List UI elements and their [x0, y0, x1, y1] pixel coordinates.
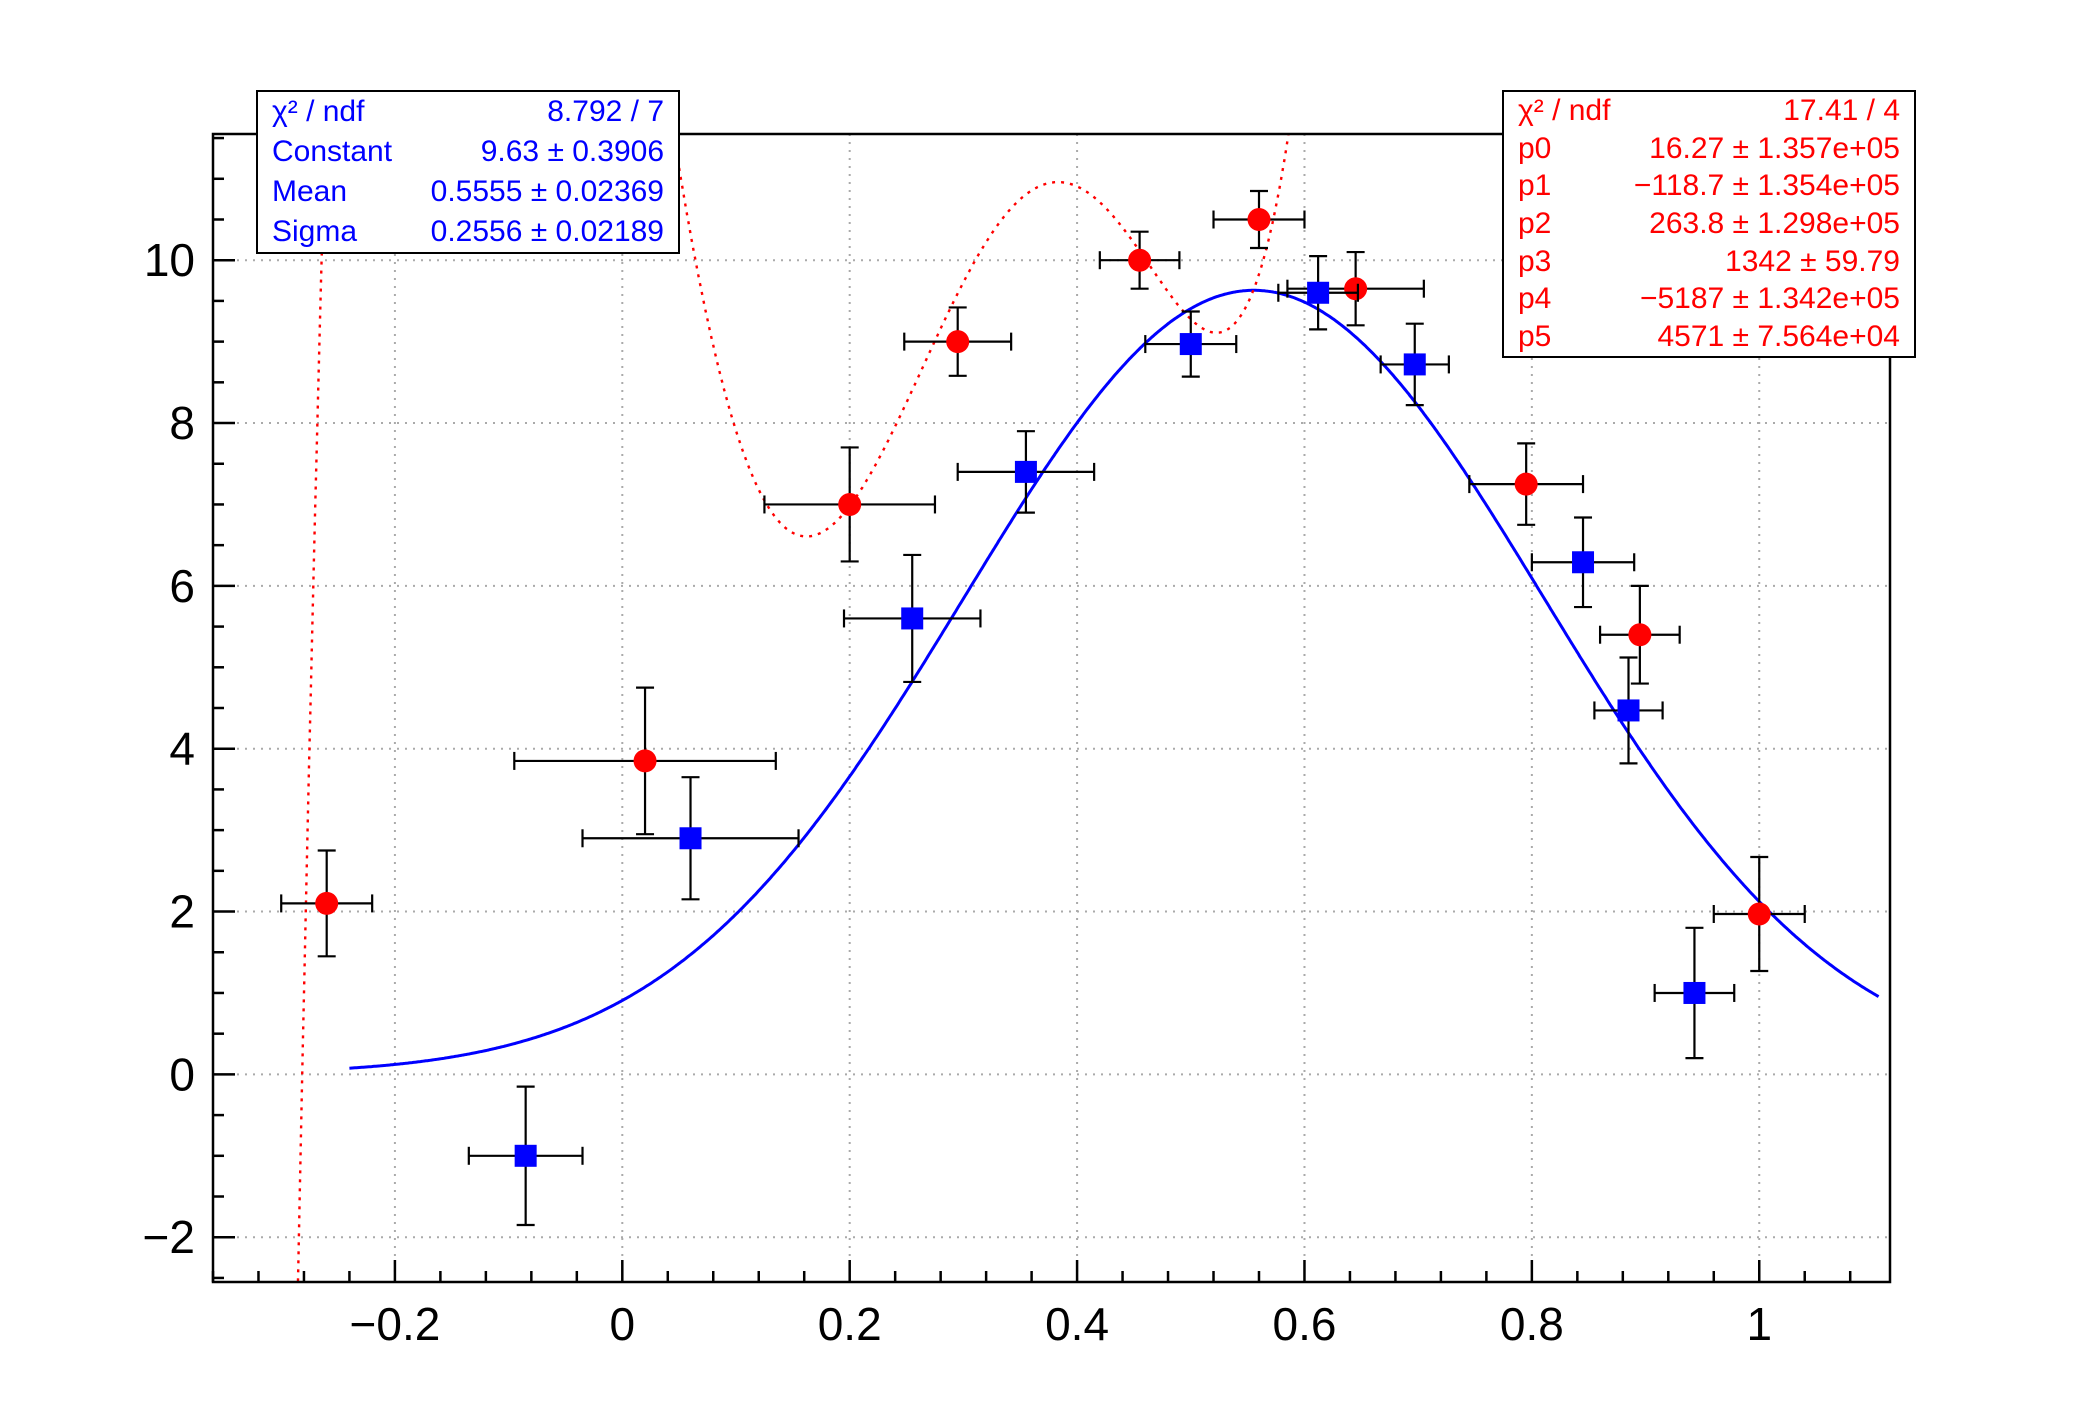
stats-box-gaussian: χ² / ndf 8.792 / 7 Constant 9.63 ± 0.390…: [256, 90, 680, 254]
data-point-square: [1403, 353, 1426, 376]
svg-text:1: 1: [1746, 1298, 1772, 1350]
data-point-square: [1683, 981, 1706, 1004]
data-point-square: [1014, 460, 1037, 483]
data-point-circle: [946, 330, 970, 354]
x-axis-labels: −0.2 0 0.2 0.4 0.6 0.8 1: [350, 1298, 1773, 1350]
stat-label: p2: [1518, 206, 1552, 240]
stat-row: p5 4571 ± 7.564e+04: [1504, 322, 1914, 352]
stat-value: 9.63 ± 0.3906: [480, 135, 664, 168]
stat-label: χ² / ndf: [1518, 93, 1611, 127]
data-point-circle: [1514, 472, 1538, 496]
stat-label: p1: [1518, 169, 1552, 203]
stat-value: −5187 ± 1.342e+05: [1639, 282, 1900, 316]
svg-text:0.8: 0.8: [1500, 1298, 1564, 1350]
svg-text:0.6: 0.6: [1272, 1298, 1336, 1350]
stat-value: 263.8 ± 1.298e+05: [1649, 206, 1900, 240]
stat-row: p4 −5187 ± 1.342e+05: [1504, 284, 1914, 314]
stat-row: p3 1342 ± 59.79: [1504, 244, 1914, 278]
data-point-circle: [1128, 248, 1152, 272]
stat-row: Sigma 0.2556 ± 0.02189: [258, 217, 678, 247]
svg-text:−2: −2: [143, 1211, 195, 1263]
fit-curve-gaussian: [349, 288, 1880, 1070]
stat-label: p4: [1518, 282, 1552, 316]
data-point-square: [1307, 281, 1330, 304]
stat-row: p1 −118.7 ± 1.354e+05: [1504, 171, 1914, 201]
stat-row: p0 16.27 ± 1.357e+05: [1504, 131, 1914, 165]
stat-label: χ² / ndf: [272, 95, 365, 128]
stat-value: 1342 ± 59.79: [1725, 244, 1900, 278]
stat-label: p5: [1518, 320, 1552, 354]
series-graph-red: [280, 189, 1806, 973]
stat-label: Mean: [272, 175, 348, 208]
svg-text:0: 0: [610, 1298, 636, 1350]
stat-value: 16.27 ± 1.357e+05: [1649, 131, 1900, 165]
data-point-square: [901, 607, 924, 630]
data-point-square: [1617, 699, 1640, 722]
stat-label: p0: [1518, 131, 1552, 165]
error-bars: [467, 255, 1736, 1227]
stat-label: p3: [1518, 244, 1552, 278]
data-point-square: [1179, 333, 1202, 356]
stat-row: Mean 0.5555 ± 0.02369: [258, 177, 678, 207]
stat-label: Constant: [272, 135, 393, 168]
stat-row: Constant 9.63 ± 0.3906: [258, 137, 678, 167]
stat-value: 0.5555 ± 0.02369: [430, 175, 664, 208]
stat-value: 4571 ± 7.564e+04: [1657, 320, 1900, 354]
data-point-circle: [1628, 623, 1652, 647]
data-point-circle: [1747, 902, 1771, 926]
y-axis-labels: −2 0 2 4 6 8 10: [143, 234, 195, 1263]
stat-value: 17.41 / 4: [1783, 93, 1900, 127]
data-point-circle: [1247, 207, 1271, 231]
axis-ticks: [211, 136, 1852, 1282]
stat-row: p2 263.8 ± 1.298e+05: [1504, 206, 1914, 240]
data-point-square: [679, 827, 702, 850]
stat-row: χ² / ndf 8.792 / 7: [258, 97, 678, 127]
stat-label: Sigma: [272, 215, 358, 248]
svg-text:8: 8: [169, 397, 195, 449]
stat-row: χ² / ndf 17.41 / 4: [1504, 93, 1914, 127]
data-point-circle: [838, 492, 862, 516]
svg-text:10: 10: [144, 234, 195, 286]
data-point-square: [514, 1144, 537, 1167]
data-point-square: [1572, 551, 1595, 574]
stat-value: 0.2556 ± 0.02189: [430, 215, 664, 248]
svg-text:−0.2: −0.2: [350, 1298, 441, 1350]
stats-box-pol5: χ² / ndf 17.41 / 4 p0 16.27 ± 1.357e+05 …: [1502, 90, 1916, 358]
data-point-circle: [1344, 277, 1368, 301]
stat-value: −118.7 ± 1.354e+05: [1633, 169, 1900, 203]
svg-text:6: 6: [169, 560, 195, 612]
series-graph-blue: [467, 255, 1736, 1227]
svg-text:2: 2: [169, 886, 195, 938]
svg-text:4: 4: [169, 723, 195, 775]
data-point-circle: [315, 891, 339, 915]
svg-text:0: 0: [169, 1048, 195, 1100]
svg-text:0.2: 0.2: [818, 1298, 882, 1350]
svg-text:0.4: 0.4: [1045, 1298, 1109, 1350]
data-point-circle: [633, 749, 657, 773]
stat-value: 8.792 / 7: [547, 95, 664, 128]
